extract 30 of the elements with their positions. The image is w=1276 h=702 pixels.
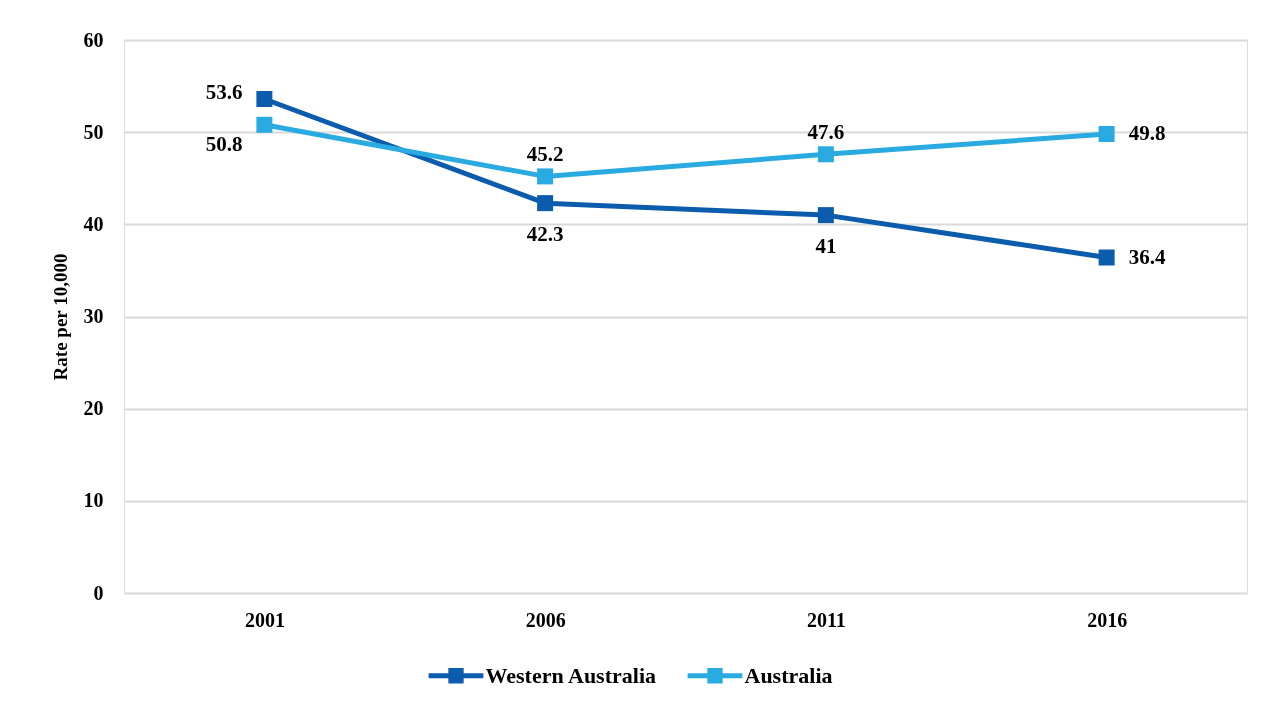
legend-label: Australia: [744, 662, 833, 688]
data-label: 45.2: [526, 142, 564, 167]
data-label: 41: [815, 234, 837, 259]
data-label: 50.8: [205, 131, 243, 156]
x-tick-label: 2006: [525, 608, 566, 631]
data-label: 42.3: [526, 222, 564, 247]
point: [817, 207, 834, 224]
point: [1098, 249, 1115, 266]
y-tick-label: 20: [83, 397, 104, 420]
y-tick-label: 0: [93, 581, 104, 604]
data-label: 53.6: [205, 79, 243, 104]
y-tick-label: 60: [83, 28, 104, 51]
point: [1098, 126, 1115, 143]
data-label: 49.8: [1128, 121, 1166, 146]
data-label: 36.4: [1128, 244, 1166, 269]
point: [537, 195, 554, 212]
y-tick-label: 30: [83, 305, 104, 327]
point: [537, 168, 554, 185]
y-tick-label: 10: [83, 489, 104, 512]
data-label: 47.6: [807, 120, 845, 145]
legend-label: Western Australia: [485, 662, 656, 688]
point: [256, 116, 273, 133]
y-tick-label: 50: [83, 120, 104, 143]
x-tick-label: 2001: [244, 608, 285, 631]
point: [256, 90, 273, 107]
y-axis-title: Rate per 10,000: [49, 253, 71, 381]
y-tick-label: 40: [83, 212, 104, 235]
x-tick-label: 2016: [1087, 608, 1128, 631]
x-tick-label: 2011: [806, 608, 846, 631]
point: [817, 146, 834, 163]
